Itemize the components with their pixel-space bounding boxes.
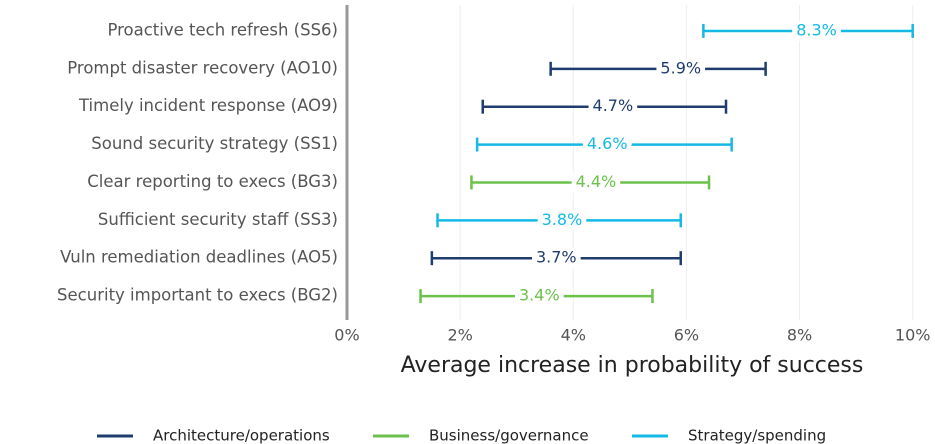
value-marker: [588, 96, 638, 117]
x-axis-title: Average increase in probability of succe…: [401, 353, 864, 378]
y-tick-label: Timely incident response (AO9): [78, 96, 338, 115]
y-tick-label: Vuln remediation deadlines (AO5): [60, 248, 338, 267]
legend-label: Business/governance: [429, 427, 589, 444]
x-tick-label: 4%: [561, 326, 586, 345]
x-tick-label: 8%: [787, 326, 812, 345]
y-tick-label: Sufficient security staff (SS3): [98, 210, 338, 229]
value-marker: [571, 172, 621, 193]
value-marker: [792, 20, 841, 41]
y-tick-label: Prompt disaster recovery (AO10): [67, 58, 338, 77]
y-tick-label: Proactive tech refresh (SS6): [107, 20, 338, 39]
x-tick-label: 6%: [674, 326, 699, 345]
x-tick-label: 0%: [334, 326, 359, 345]
y-tick-label: Clear reporting to execs (BG3): [87, 172, 338, 191]
x-tick-label: 10%: [895, 326, 931, 345]
value-label: 3.4%: [519, 286, 560, 305]
legend-label: Strategy/spending: [688, 427, 826, 444]
value-marker: [582, 134, 632, 155]
value-marker: [537, 210, 587, 231]
value-marker: [656, 58, 706, 79]
value-label: 4.7%: [593, 96, 634, 115]
x-tick-label: 2%: [447, 326, 472, 345]
y-tick-label: Sound security strategy (SS1): [91, 134, 338, 153]
value-label: 8.3%: [796, 20, 837, 39]
legend-label: Architecture/operations: [153, 427, 330, 444]
value-label: 5.9%: [660, 58, 701, 77]
value-marker: [515, 286, 564, 307]
value-label: 3.7%: [536, 248, 577, 267]
value-label: 3.8%: [542, 210, 583, 229]
value-label: 4.4%: [576, 172, 617, 191]
y-tick-label: Security important to execs (BG2): [57, 286, 338, 305]
value-label: 4.6%: [587, 134, 628, 153]
value-marker: [531, 248, 581, 269]
